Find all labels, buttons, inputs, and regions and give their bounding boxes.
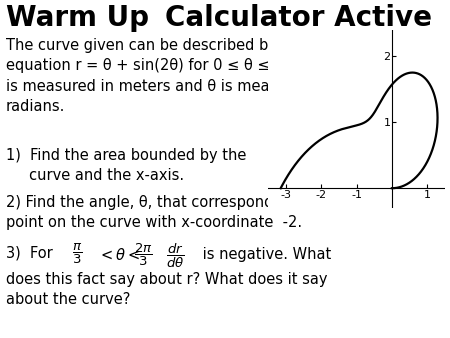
Text: $\dfrac{dr}{d\theta}$: $\dfrac{dr}{d\theta}$ bbox=[166, 242, 184, 270]
Text: 1)  Find the area bounded by the
     curve and the x-axis.: 1) Find the area bounded by the curve an… bbox=[6, 148, 247, 184]
Text: 3)  For: 3) For bbox=[6, 245, 53, 260]
Text: $\dfrac{2\pi}{3}$: $\dfrac{2\pi}{3}$ bbox=[134, 242, 153, 268]
Text: Warm Up: Warm Up bbox=[6, 4, 149, 32]
Text: does this fact say about r? What does it say
about the curve?: does this fact say about r? What does it… bbox=[6, 272, 328, 307]
Text: The curve given can be described by the
equation r = θ + sin(2θ) for 0 ≤ θ ≤ π, : The curve given can be described by the … bbox=[6, 38, 348, 114]
Text: $<\theta<$: $<\theta<$ bbox=[98, 247, 140, 263]
Text: Calculator Active: Calculator Active bbox=[165, 4, 432, 32]
Text: 2) Find the angle, θ, that corresponds to the
point on the curve with x-coordina: 2) Find the angle, θ, that corresponds t… bbox=[6, 195, 329, 231]
Text: $\dfrac{\pi}{3}$: $\dfrac{\pi}{3}$ bbox=[72, 242, 82, 266]
Text: is negative. What: is negative. What bbox=[198, 247, 331, 262]
